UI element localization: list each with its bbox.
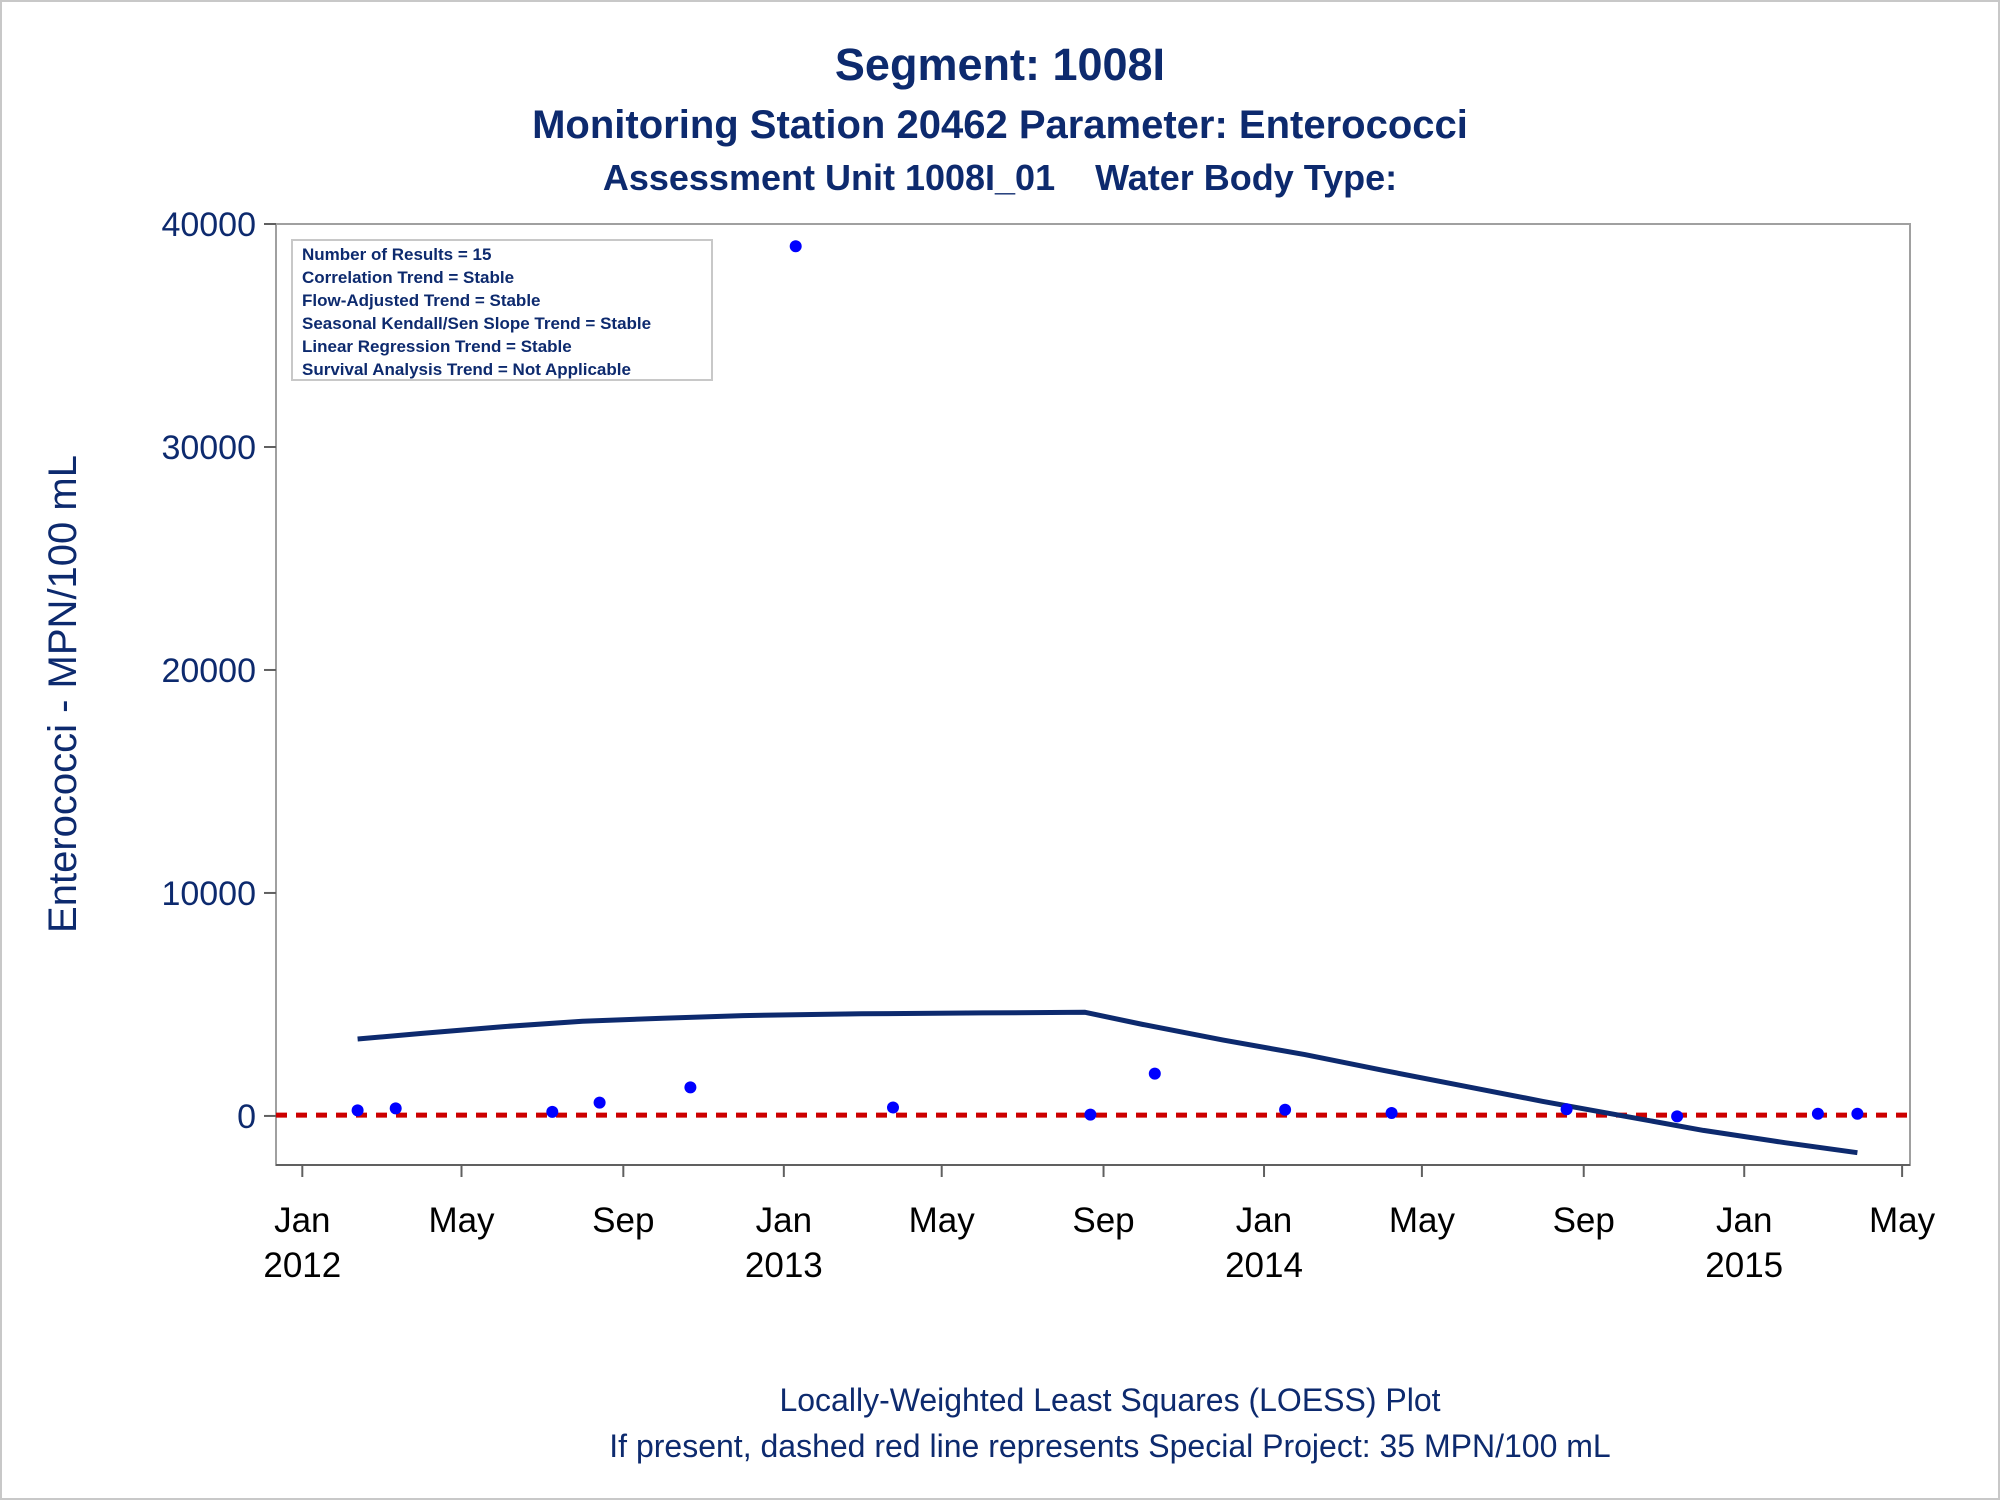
y-axis-label: Enterococci - MPN/100 mL xyxy=(41,455,85,933)
y-tick-label: 10000 xyxy=(161,875,256,913)
y-axis: 0 10000 20000 30000 40000 xyxy=(161,206,276,1136)
stats-line: Correlation Trend = Stable xyxy=(302,268,514,287)
y-tick-label: 30000 xyxy=(161,429,256,467)
stats-line: Flow-Adjusted Trend = Stable xyxy=(302,291,541,310)
data-point xyxy=(1084,1108,1097,1121)
x-tick-year-label: 2012 xyxy=(263,1246,341,1285)
y-tick-label: 20000 xyxy=(161,652,256,690)
x-axis: Jan 2012 May Sep Jan 2013 May Sep Jan 2014 May Sep J… xyxy=(263,1164,1936,1285)
chart-subtitle: Monitoring Station 20462 Parameter: Ente… xyxy=(532,103,1468,147)
x-tick-year-label: 2014 xyxy=(1225,1246,1303,1285)
footer-line-1: Locally-Weighted Least Squares (LOESS) P… xyxy=(779,1382,1440,1418)
x-tick-label: May xyxy=(428,1201,495,1240)
data-point xyxy=(389,1102,402,1115)
data-point xyxy=(593,1096,606,1109)
data-point xyxy=(1279,1103,1292,1116)
data-point xyxy=(1851,1107,1864,1120)
data-point xyxy=(1148,1067,1161,1080)
x-tick-label: Sep xyxy=(592,1201,654,1240)
data-point xyxy=(887,1101,899,1114)
x-tick-label: Jan xyxy=(756,1201,812,1240)
loess-line xyxy=(357,1009,1858,1156)
stats-line: Number of Results = 15 xyxy=(302,245,491,264)
footer-line-2: If present, dashed red line represents S… xyxy=(609,1428,1610,1464)
x-tick-label: Sep xyxy=(1553,1201,1615,1240)
stats-line: Survival Analysis Trend = Not Applicable xyxy=(302,360,631,379)
x-tick-label: May xyxy=(1389,1201,1456,1240)
data-point xyxy=(546,1105,559,1118)
x-tick-label: Jan xyxy=(1236,1201,1292,1240)
y-tick-label: 40000 xyxy=(161,206,256,244)
x-tick-label: Jan xyxy=(274,1201,330,1240)
data-point xyxy=(1560,1103,1573,1116)
y-tick-label: 0 xyxy=(237,1098,256,1136)
chart-title: Segment: 1008I xyxy=(835,39,1165,90)
chart-subtitle-2: Assessment Unit 1008I_01 Water Body Type… xyxy=(603,157,1397,198)
x-tick-label: May xyxy=(909,1201,976,1240)
stats-box-border xyxy=(291,239,713,381)
x-tick-label: Sep xyxy=(1072,1201,1134,1240)
data-point xyxy=(351,1104,364,1117)
data-point xyxy=(1385,1107,1398,1119)
stats-box: Number of Results = 15 Correlation Trend… xyxy=(291,239,713,381)
data-point xyxy=(684,1081,697,1094)
data-point xyxy=(789,240,802,253)
x-tick-label: Jan xyxy=(1716,1201,1772,1240)
x-tick-year-label: 2013 xyxy=(745,1246,823,1285)
points-layer xyxy=(351,240,1864,1123)
loess-layer xyxy=(357,1009,1858,1156)
data-point xyxy=(1671,1110,1684,1123)
stats-line: Seasonal Kendall/Sen Slope Trend = Stabl… xyxy=(302,314,651,333)
x-tick-year-label: 2015 xyxy=(1705,1246,1783,1285)
data-point xyxy=(1811,1107,1824,1120)
stats-line: Linear Regression Trend = Stable xyxy=(302,337,572,356)
x-tick-label: May xyxy=(1869,1201,1936,1240)
